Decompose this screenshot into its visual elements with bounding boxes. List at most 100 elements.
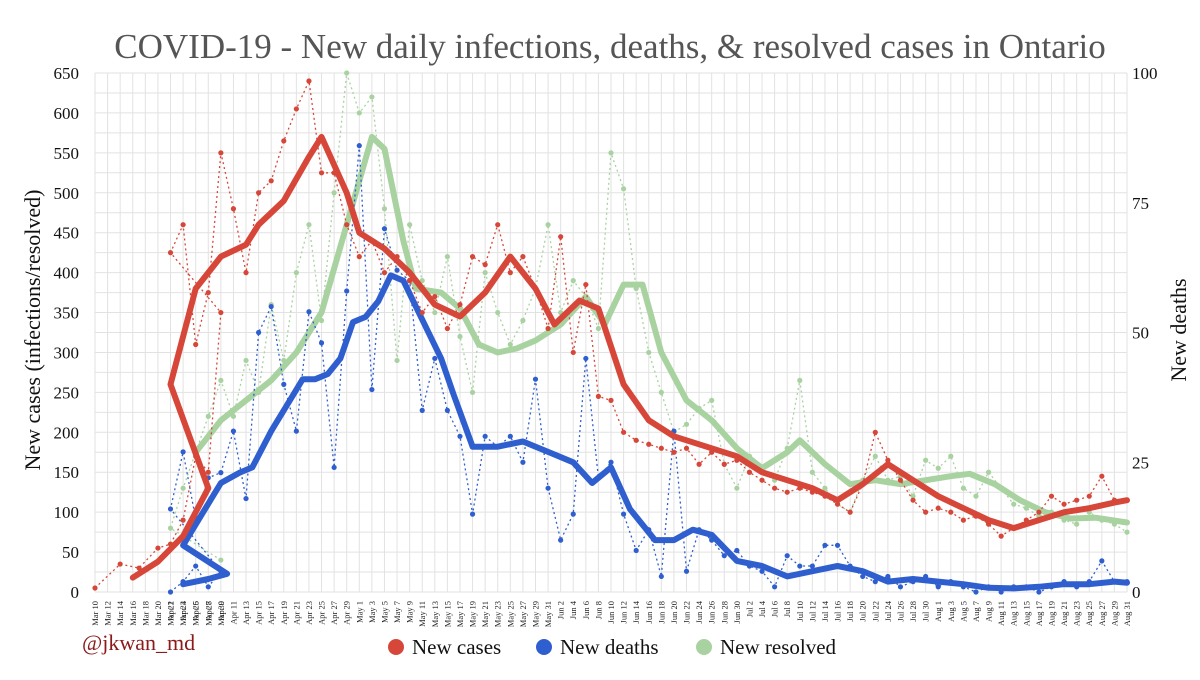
x-tick-label: May 21 [480,601,490,627]
new-resolved-point [1124,529,1130,535]
new-deaths-point [759,568,765,574]
new-cases-point [507,270,513,276]
new-cases-point [155,545,161,551]
new-cases-point [268,178,274,184]
x-tick-label: Jul 8 [782,601,792,617]
x-tick-label: Jul 2 [744,601,754,617]
new-deaths-point [356,143,362,149]
new-deaths-point [872,579,878,585]
new-cases-point [356,254,362,260]
x-tick-label: Jun 30 [732,601,742,623]
x-tick-label: May 5 [379,601,389,623]
new-resolved-point [180,485,186,491]
new-deaths-point [218,470,224,476]
y-tick-label: 100 [54,503,80,522]
x-tick-label: Jun 26 [707,601,717,623]
new-cases-point [658,445,664,451]
new-cases-point [696,461,702,467]
x-tick-label: Apr 7 [203,601,213,621]
new-cases-daily-line [94,78,1127,589]
new-deaths-point [620,511,627,517]
x-tick-label: Aug 23 [1072,601,1082,626]
x-tick-label: Mar 16 [128,601,138,626]
new-cases-point [407,278,413,284]
new-deaths-point [1099,558,1105,564]
new-resolved-point [923,457,929,463]
new-cases-point [746,469,753,475]
new-deaths-point [520,459,526,465]
y-tick-label: 200 [54,423,80,442]
x-tick-label: May 29 [530,601,540,627]
new-deaths-point [394,267,400,273]
y2-axis-label: New deaths [1166,278,1191,381]
new-cases-point [1086,493,1092,499]
y-tick-label: 550 [54,144,80,163]
x-tick-label: Mar 10 [90,601,100,626]
new-deaths-point [822,542,828,548]
series-layer [92,70,1130,595]
new-cases-point [923,509,929,515]
new-resolved-point [948,453,954,459]
new-resolved-point [520,317,526,324]
new-cases-point [256,190,262,196]
new-deaths-point [205,584,211,590]
new-cases-point [608,397,614,403]
new-deaths-point [344,288,350,294]
x-tick-label: May 23 [493,601,503,627]
new-cases-point [847,509,853,515]
new-cases-point [1074,497,1080,503]
new-deaths-point [419,407,425,413]
new-cases-point [759,477,765,483]
legend: New cases New deaths New resolved [388,635,837,659]
new-cases-point [381,270,388,276]
new-cases-point [193,341,199,348]
new-cases-point [784,489,790,495]
new-deaths-point [167,506,174,512]
x-tick-label: Aug 29 [1109,601,1119,626]
new-resolved-point [595,325,602,332]
new-deaths-trend-line [180,272,1130,592]
x-tick-label: May 15 [442,601,452,627]
new-resolved-point [935,465,941,471]
x-tick-label: Jul 10 [795,601,805,622]
new-deaths-point [369,386,375,393]
x-tick-label: Jun 20 [669,601,679,623]
new-resolved-point [306,222,312,228]
new-cases-point [469,254,476,260]
new-resolved-point [407,222,413,228]
new-deaths-point [608,459,614,465]
new-cases-trend-line [129,133,1130,581]
x-tick-label: Mar 12 [103,601,113,626]
x-tick-label: Apr 25 [317,601,327,625]
new-resolved-point [218,557,224,563]
new-deaths-point [432,355,438,362]
new-deaths-point [532,376,539,382]
new-cases-point [318,170,325,176]
new-cases-point [910,497,916,503]
new-resolved-point [243,357,249,364]
x-tick-label: Aug 21 [1059,601,1069,626]
x-tick-label: Apr 21 [291,601,301,625]
x-tick-label: Jun 24 [694,600,704,623]
x-tick-label: Jun 12 [619,601,629,623]
new-cases-point [671,449,677,455]
new-deaths-point [482,433,488,439]
x-tick-label: May 27 [518,601,528,627]
new-deaths-point [897,584,904,590]
x-tick-label: May 3 [367,601,377,623]
x-tick-label: Jul 30 [921,601,931,622]
x-tick-label: Jun 8 [593,601,603,619]
new-cases-point [218,150,224,156]
new-resolved-point [293,270,299,276]
x-tick-label: May 19 [468,601,478,627]
y-tick-label: 400 [54,264,80,283]
x-tick-label: Jun 22 [682,601,692,623]
new-resolved-point [570,278,576,284]
new-resolved-point [381,206,388,212]
x-tick-label: Mar 22 [166,601,176,626]
x-axis-ticks: Mar 10 Mar 12 Mar 14 Mar 16 Mar 18 Mar 20 Mar … [90,600,1132,627]
x-tick-label: Jun 6 [581,601,591,619]
new-cases-point [960,517,966,523]
x-tick-label: Jun 14 [631,600,641,623]
x-tick-label: Jun 4 [568,600,578,619]
